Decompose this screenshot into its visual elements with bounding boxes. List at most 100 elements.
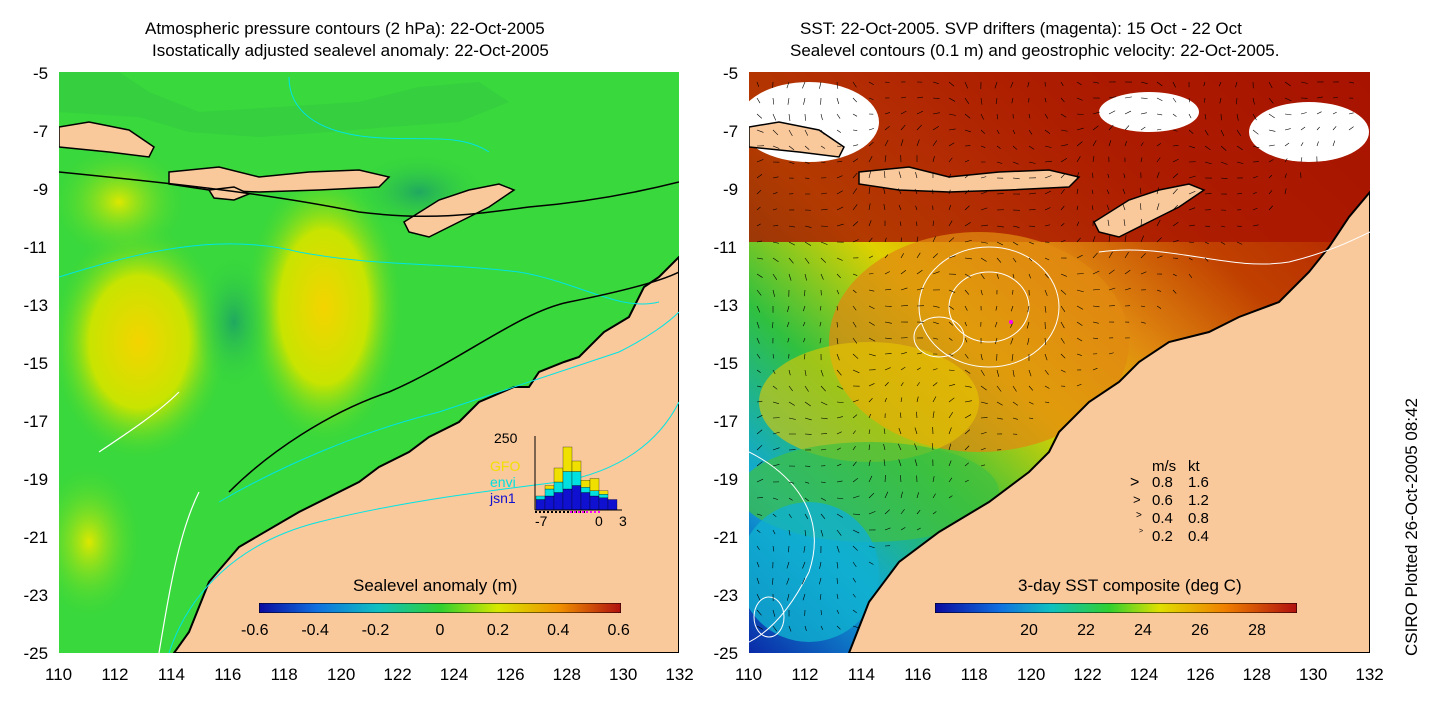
- sst-colorbar: [935, 603, 1297, 613]
- velocity-arrow: [1284, 142, 1290, 147]
- velocity-arrow: [898, 188, 902, 195]
- velocity-arrow: [804, 625, 807, 631]
- svp-drifter-track: [1009, 320, 1013, 324]
- left-x-tick: 116: [214, 665, 242, 684]
- velocity-arrow: [772, 289, 775, 297]
- histogram-bar: [607, 499, 618, 511]
- velocity-arrow: [948, 411, 954, 419]
- velocity-arrow: [1044, 207, 1051, 211]
- velocity-arrow: [1091, 205, 1094, 211]
- velocity-arrow: [1203, 81, 1206, 87]
- velocity-arrow: [964, 97, 970, 105]
- velocity-arrow: [884, 321, 892, 324]
- velocity-arrow: [1076, 127, 1084, 131]
- histogram-bar: [544, 488, 555, 497]
- velocity-arrow: [1060, 321, 1065, 329]
- velocity-arrow: [900, 124, 906, 131]
- velocity-arrow: [1348, 126, 1354, 131]
- right-y-tick: -19: [713, 470, 739, 489]
- velocity-arrow: [1010, 305, 1014, 312]
- histogram-bar: [580, 480, 591, 488]
- velocity-arrow: [756, 159, 764, 163]
- velocity-arrow: [820, 145, 826, 149]
- velocity-arrow: [1236, 129, 1242, 137]
- velocity-arrow: [804, 369, 807, 377]
- velocity-arrow: [852, 221, 859, 227]
- velocity-arrow: [964, 400, 972, 403]
- velocity-arrow: [1268, 81, 1273, 89]
- colorbar-tick-label: 0: [435, 622, 445, 639]
- velocity-arrow: [756, 513, 763, 516]
- velocity-arrow: [1027, 81, 1030, 88]
- velocity-arrow: [772, 431, 780, 435]
- anomaly-high-north: [59, 142, 189, 262]
- velocity-arrow: [1219, 97, 1222, 104]
- left-x-tick: 110: [45, 665, 73, 684]
- velocity-arrow: [772, 241, 779, 244]
- right-y-tick: -11: [713, 238, 737, 257]
- velocity-arrow: [836, 529, 842, 536]
- sealevel-colorbar: [259, 603, 621, 613]
- velocity-arrow: [852, 577, 856, 583]
- velocity-arrow: [772, 625, 778, 632]
- anomaly-high-south: [59, 462, 144, 622]
- sst-colorbar-tick-label: 22: [1077, 622, 1095, 639]
- velocity-arrow: [852, 113, 858, 117]
- velocity-arrow: [852, 529, 860, 534]
- velocity-arrow: [1252, 113, 1257, 121]
- velocity-arrow: [1140, 142, 1144, 147]
- sst-cloud-gap-mid: [1099, 92, 1199, 132]
- velocity-arrow: [804, 529, 807, 537]
- velocity-arrow: [1140, 253, 1146, 259]
- velocity-arrow: [756, 461, 763, 467]
- velocity-arrow: [996, 145, 1001, 149]
- velocity-arrow: [1204, 129, 1209, 136]
- velocity-arrow: [1218, 81, 1222, 87]
- velocity-arrow: [1076, 113, 1084, 115]
- velocity-arrow: [772, 113, 777, 121]
- velocity-arrow: [1268, 97, 1274, 104]
- velocity-arrow: [868, 492, 875, 499]
- velocity-arrow: [883, 171, 886, 179]
- velocity-legend-arrow-icon: >: [1136, 510, 1142, 521]
- velocity-arrow: [898, 171, 902, 179]
- velocity-arrow: [1124, 96, 1132, 99]
- velocity-arrow: [1252, 224, 1259, 227]
- velocity-arrow: [836, 289, 840, 295]
- velocity-arrow: [883, 459, 886, 467]
- velocity-arrow: [788, 161, 795, 164]
- velocity-arrow: [948, 220, 953, 227]
- velocity-arrow: [1028, 209, 1036, 211]
- velocity-arrow: [803, 353, 806, 360]
- left-x-tick: 130: [609, 665, 638, 684]
- colorbar-tick-label: -0.6: [241, 622, 269, 639]
- velocity-arrow: [1060, 188, 1065, 195]
- velocity-arrow: [804, 257, 810, 264]
- velocity-arrow: [1044, 257, 1050, 261]
- velocity-arrow: [884, 81, 890, 84]
- velocity-arrow: [996, 113, 999, 120]
- velocity-arrow: [836, 561, 839, 569]
- velocity-arrow: [1044, 353, 1048, 361]
- velocity-arrow: [994, 81, 998, 89]
- velocity-arrow: [1172, 204, 1179, 211]
- velocity-arrow: [932, 125, 940, 131]
- velocity-arrow: [1332, 96, 1339, 99]
- velocity-arrow: [980, 447, 986, 451]
- velocity-arrow: [868, 561, 874, 565]
- velocity-arrow: [899, 221, 902, 227]
- velocity-arrow: [1108, 251, 1113, 259]
- velocity-arrow: [772, 353, 775, 359]
- velocity-arrow: [802, 321, 806, 327]
- velocity-arrow: [756, 321, 760, 329]
- velocity-arrow: [884, 491, 889, 499]
- velocity-arrow: [756, 273, 763, 278]
- velocity-arrow: [756, 173, 763, 179]
- velocity-arrow: [1026, 321, 1030, 329]
- velocity-arrow: [1252, 129, 1259, 135]
- velocity-arrow: [852, 81, 857, 88]
- velocity-arrow: [1044, 97, 1047, 103]
- histogram-bar: [562, 446, 573, 472]
- velocity-arrow: [1156, 81, 1163, 87]
- sealevel-contour-eddy-3: [913, 316, 965, 358]
